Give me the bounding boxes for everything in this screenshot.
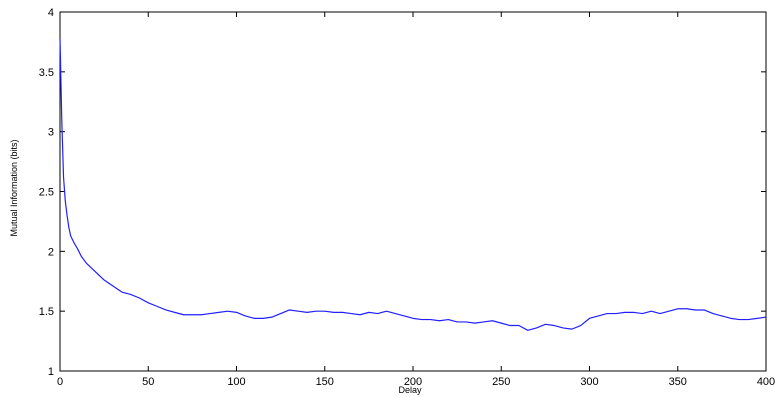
y-tick-label: 4	[48, 7, 54, 19]
x-tick-label: 250	[492, 376, 510, 388]
y-tick-label: 1	[48, 366, 54, 378]
x-tick-label: 350	[669, 376, 687, 388]
series-line	[59, 38, 767, 331]
y-tick-label: 2.5	[39, 187, 54, 199]
x-tick-label: 100	[227, 376, 245, 388]
x-tick-label: 150	[316, 376, 334, 388]
plot-area: 0 50 100 150 200 250 300 350 400 1 1.5 2 2.5 3 3.5 4	[39, 7, 775, 388]
y-axis-label: Mutual Information (bits)	[9, 139, 19, 236]
y-tick-label: 2	[48, 246, 54, 258]
y-tick-label: 1.5	[39, 306, 54, 318]
x-tick-label: 400	[757, 376, 775, 388]
x-tick-label: 300	[580, 376, 598, 388]
axes-frame	[59, 11, 767, 372]
y-tick-label: 3.5	[39, 67, 54, 79]
x-tick-label: 200	[404, 376, 422, 388]
x-axis-label: Delay	[398, 385, 422, 395]
y-tick-label: 3	[48, 127, 54, 139]
x-tick-label: 50	[142, 376, 154, 388]
x-tick-label: 0	[57, 376, 63, 388]
